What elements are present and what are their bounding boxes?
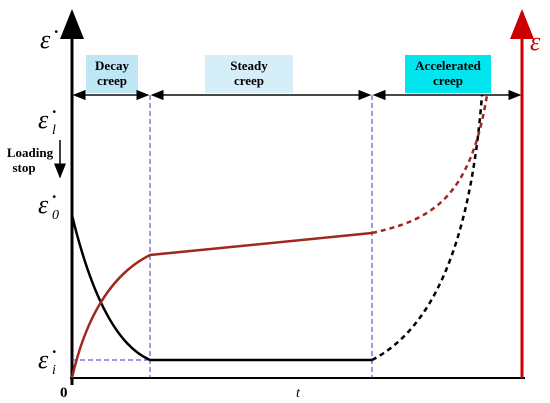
stage-box bbox=[405, 55, 491, 93]
x-axis-label: t bbox=[296, 386, 301, 401]
right-axis-label: ε bbox=[530, 27, 541, 56]
level-sub: i bbox=[52, 363, 56, 378]
strain-rate-curve bbox=[70, 214, 372, 362]
stage-label: creep bbox=[97, 73, 127, 88]
stage-label: Decay bbox=[95, 58, 129, 73]
stage-box bbox=[86, 55, 138, 93]
stage-label: creep bbox=[433, 73, 463, 88]
loading-stop: stop bbox=[12, 160, 35, 175]
stage-label: Accelerated bbox=[415, 58, 481, 73]
level-sub: 0 bbox=[52, 208, 59, 223]
left-axis-label: ε̇ bbox=[40, 25, 58, 54]
stage-boxes bbox=[86, 55, 491, 93]
strain-rate-curve-accelerated bbox=[371, 94, 484, 362]
stage-box bbox=[205, 55, 293, 93]
strain-curve-accelerated bbox=[371, 94, 489, 235]
strain-curve bbox=[70, 231, 373, 379]
origin: 0 bbox=[60, 385, 68, 401]
stage-label: creep bbox=[234, 73, 264, 88]
loading-stop: Loading bbox=[7, 145, 54, 160]
stage-label: Steady bbox=[230, 58, 268, 73]
level-sub: l bbox=[52, 123, 56, 138]
